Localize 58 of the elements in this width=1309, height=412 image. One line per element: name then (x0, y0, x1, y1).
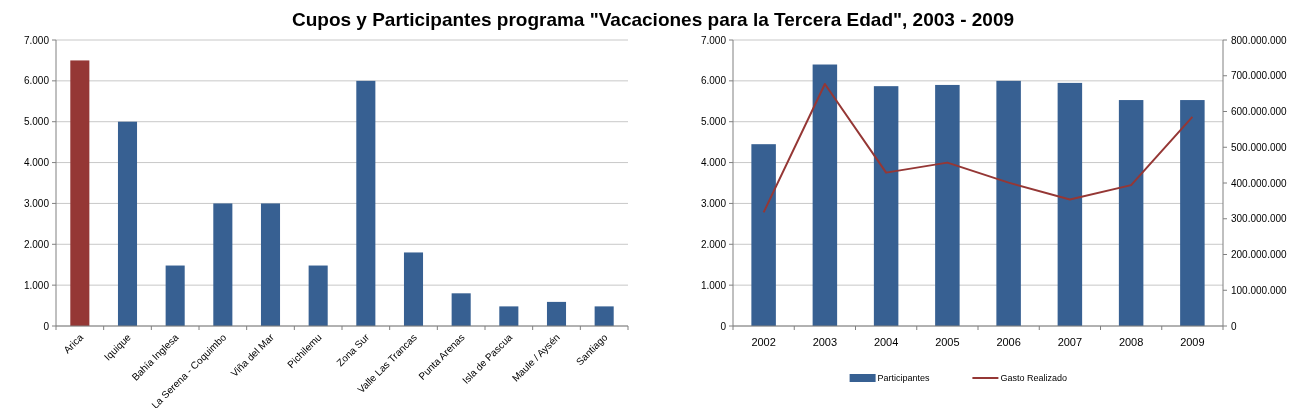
y-tick-label: 0 (43, 320, 50, 332)
y2-tick-label: 800.000.000 (1231, 34, 1288, 46)
y2-tick-label: 600.000.000 (1231, 106, 1288, 117)
bar (499, 306, 519, 326)
y2-tick-label: 200.000.000 (1231, 249, 1288, 260)
y-tick-label: 2.000 (23, 238, 50, 250)
x-tick-label: 2007 (1057, 336, 1083, 348)
bar (996, 80, 1021, 326)
bar (356, 80, 376, 326)
y-tick-label: 3.000 (23, 197, 50, 209)
x-tick-label: 2005 (935, 336, 960, 348)
bar (873, 86, 899, 326)
y-tick-label: 4.000 (700, 157, 727, 169)
y-tick-label: 2.000 (700, 238, 727, 250)
bar (403, 252, 424, 326)
y-tick-label: 1.000 (700, 279, 727, 291)
x-tick-label: 2006 (996, 336, 1021, 348)
y2-tick-label: 700.000.000 (1231, 70, 1288, 82)
bar (70, 60, 90, 326)
bar (117, 121, 138, 326)
bar (751, 144, 776, 326)
y2-tick-label: 500.000.000 (1231, 141, 1288, 153)
y2-tick-label: 100.000.000 (1231, 284, 1288, 296)
y-tick-label: 3.000 (700, 197, 727, 209)
y-tick-label: 7.000 (700, 34, 727, 46)
bar (935, 84, 960, 326)
bar (546, 301, 567, 326)
y-tick-label: 0 (720, 320, 727, 332)
bar (308, 265, 328, 326)
y-tick-label: 4.000 (23, 157, 50, 169)
bar (213, 203, 233, 326)
chart-title: Cupos y Participantes programa "Vacaciones para la Tercera Edad", 2003 - 2009 (291, 9, 1015, 30)
legend-label: Gasto Realizado (1000, 373, 1067, 384)
y-tick-label: 5.000 (23, 116, 50, 128)
y-tick-label: 1.000 (23, 279, 50, 291)
bar (451, 293, 471, 326)
bar (1118, 100, 1144, 326)
bar (594, 306, 614, 326)
y2-tick-label: 0 (1231, 320, 1237, 332)
x-tick-label: Viña del Mar (228, 331, 277, 379)
x-tick-label: 2008 (1118, 336, 1144, 348)
y-tick-label: 7.000 (23, 34, 50, 46)
y-tick-label: 6.000 (700, 75, 727, 87)
x-tick-label: 2003 (812, 336, 838, 348)
x-tick-label: 2002 (751, 336, 776, 348)
y2-tick-label: 300.000.000 (1231, 213, 1288, 225)
bar (812, 64, 838, 326)
y-tick-label: 5.000 (700, 116, 727, 128)
bar (1057, 82, 1083, 326)
bar (1180, 100, 1205, 326)
line-series (762, 82, 1194, 214)
bar (260, 203, 281, 326)
x-tick-label: 2009 (1180, 336, 1205, 348)
bar (165, 265, 185, 326)
y-tick-label: 6.000 (23, 75, 50, 87)
x-tick-label: 2004 (873, 336, 899, 348)
y2-tick-label: 400.000.000 (1231, 177, 1288, 189)
legend-label: Participantes (877, 373, 931, 384)
